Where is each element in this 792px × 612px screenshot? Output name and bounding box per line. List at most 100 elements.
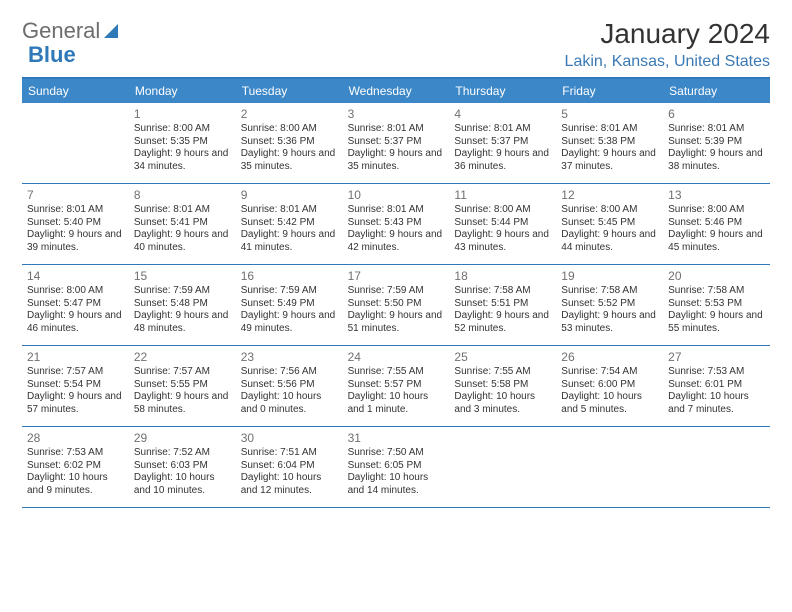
day-cell: 3 Sunrise: 8:01 AMSunset: 5:37 PMDaylight… <box>343 103 450 183</box>
day-cell: 27 Sunrise: 7:53 AMSunset: 6:01 PMDayligh… <box>663 346 770 426</box>
day-number: 30 <box>241 431 338 445</box>
day-info: Sunrise: 8:00 AMSunset: 5:35 PMDaylight:… <box>134 123 231 173</box>
day-cell: 23 Sunrise: 7:56 AMSunset: 5:56 PMDayligh… <box>236 346 343 426</box>
day-cell: 24Sunrise: 7:55 AMSunset: 5:57 PMDayligh… <box>343 346 450 426</box>
day-number: 8 <box>134 188 231 202</box>
day-number: 14 <box>27 269 124 283</box>
day-info: Sunrise: 8:01 AMSunset: 5:41 PMDaylight:… <box>134 204 231 254</box>
day-number: 6 <box>668 107 765 121</box>
dayname-monday: Monday <box>129 79 236 103</box>
day-number: 20 <box>668 269 765 283</box>
dayname-wednesday: Wednesday <box>343 79 450 103</box>
day-number: 24 <box>348 350 445 364</box>
day-info: Sunrise: 7:58 AMSunset: 5:51 PMDaylight:… <box>454 285 551 335</box>
day-number: 13 <box>668 188 765 202</box>
day-info: Sunrise: 7:59 AMSunset: 5:49 PMDaylight:… <box>241 285 338 335</box>
day-cell: 12 Sunrise: 8:00 AMSunset: 5:45 PMDayligh… <box>556 184 663 264</box>
day-info: Sunrise: 7:55 AMSunset: 5:58 PMDaylight:… <box>454 366 551 416</box>
day-number: 19 <box>561 269 658 283</box>
day-cell: 11Sunrise: 8:00 AMSunset: 5:44 PMDayligh… <box>449 184 556 264</box>
day-number: 31 <box>348 431 445 445</box>
day-cell <box>556 427 663 507</box>
month-title: January 2024 <box>565 18 770 50</box>
day-info: Sunrise: 7:53 AMSunset: 6:02 PMDaylight:… <box>27 447 124 497</box>
day-number: 17 <box>348 269 445 283</box>
day-cell: 9 Sunrise: 8:01 AMSunset: 5:42 PMDaylight… <box>236 184 343 264</box>
brand-triangle-icon <box>104 24 118 38</box>
dayname-thursday: Thursday <box>449 79 556 103</box>
day-info: Sunrise: 8:01 AMSunset: 5:40 PMDaylight:… <box>27 204 124 254</box>
day-number: 12 <box>561 188 658 202</box>
day-cell: 28Sunrise: 7:53 AMSunset: 6:02 PMDayligh… <box>22 427 129 507</box>
day-info: Sunrise: 8:01 AMSunset: 5:38 PMDaylight:… <box>561 123 658 173</box>
dayname-tuesday: Tuesday <box>236 79 343 103</box>
day-cell: 10 Sunrise: 8:01 AMSunset: 5:43 PMDayligh… <box>343 184 450 264</box>
day-cell: 16Sunrise: 7:59 AMSunset: 5:49 PMDayligh… <box>236 265 343 345</box>
day-number: 29 <box>134 431 231 445</box>
day-cell: 19 Sunrise: 7:58 AMSunset: 5:52 PMDayligh… <box>556 265 663 345</box>
day-cell: 1 Sunrise: 8:00 AMSunset: 5:35 PMDaylight… <box>129 103 236 183</box>
location-text: Lakin, Kansas, United States <box>565 53 770 71</box>
dayname-saturday: Saturday <box>663 79 770 103</box>
day-info: Sunrise: 7:58 AMSunset: 5:53 PMDaylight:… <box>668 285 765 335</box>
title-block: January 2024 Lakin, Kansas, United State… <box>565 18 770 71</box>
day-info: Sunrise: 7:50 AMSunset: 6:05 PMDaylight:… <box>348 447 445 497</box>
dayname-row: SundayMondayTuesdayWednesdayThursdayFrid… <box>22 79 770 103</box>
day-info: Sunrise: 8:01 AMSunset: 5:37 PMDaylight:… <box>454 123 551 173</box>
day-info: Sunrise: 8:01 AMSunset: 5:43 PMDaylight:… <box>348 204 445 254</box>
week-row: 7Sunrise: 8:01 AMSunset: 5:40 PMDaylight… <box>22 184 770 265</box>
dayname-sunday: Sunday <box>22 79 129 103</box>
day-cell: 20 Sunrise: 7:58 AMSunset: 5:53 PMDayligh… <box>663 265 770 345</box>
day-cell: 8 Sunrise: 8:01 AMSunset: 5:41 PMDaylight… <box>129 184 236 264</box>
day-info: Sunrise: 7:59 AMSunset: 5:50 PMDaylight:… <box>348 285 445 335</box>
day-number: 3 <box>348 107 445 121</box>
day-cell: 14Sunrise: 8:00 AMSunset: 5:47 PMDayligh… <box>22 265 129 345</box>
day-info: Sunrise: 8:01 AMSunset: 5:37 PMDaylight:… <box>348 123 445 173</box>
day-cell: 31 Sunrise: 7:50 AMSunset: 6:05 PMDayligh… <box>343 427 450 507</box>
week-row: 28Sunrise: 7:53 AMSunset: 6:02 PMDayligh… <box>22 427 770 508</box>
day-number: 25 <box>454 350 551 364</box>
day-cell: 6Sunrise: 8:01 AMSunset: 5:39 PMDaylight… <box>663 103 770 183</box>
day-number: 5 <box>561 107 658 121</box>
day-cell: 21 Sunrise: 7:57 AMSunset: 5:54 PMDayligh… <box>22 346 129 426</box>
week-row: 14Sunrise: 8:00 AMSunset: 5:47 PMDayligh… <box>22 265 770 346</box>
day-cell: 17 Sunrise: 7:59 AMSunset: 5:50 PMDayligh… <box>343 265 450 345</box>
day-cell: 29Sunrise: 7:52 AMSunset: 6:03 PMDayligh… <box>129 427 236 507</box>
day-cell: 30 Sunrise: 7:51 AMSunset: 6:04 PMDayligh… <box>236 427 343 507</box>
day-info: Sunrise: 7:53 AMSunset: 6:01 PMDaylight:… <box>668 366 765 416</box>
day-cell: 13 Sunrise: 8:00 AMSunset: 5:46 PMDayligh… <box>663 184 770 264</box>
day-info: Sunrise: 8:00 AMSunset: 5:44 PMDaylight:… <box>454 204 551 254</box>
day-info: Sunrise: 7:56 AMSunset: 5:56 PMDaylight:… <box>241 366 338 416</box>
day-cell: 4 Sunrise: 8:01 AMSunset: 5:37 PMDaylight… <box>449 103 556 183</box>
day-info: Sunrise: 8:01 AMSunset: 5:42 PMDaylight:… <box>241 204 338 254</box>
day-info: Sunrise: 7:51 AMSunset: 6:04 PMDaylight:… <box>241 447 338 497</box>
day-number: 9 <box>241 188 338 202</box>
day-number: 27 <box>668 350 765 364</box>
day-info: Sunrise: 8:00 AMSunset: 5:36 PMDaylight:… <box>241 123 338 173</box>
week-row: 1 Sunrise: 8:00 AMSunset: 5:35 PMDaylight… <box>22 103 770 184</box>
day-cell: 2 Sunrise: 8:00 AMSunset: 5:36 PMDaylight… <box>236 103 343 183</box>
day-cell: 15Sunrise: 7:59 AMSunset: 5:48 PMDayligh… <box>129 265 236 345</box>
day-number: 18 <box>454 269 551 283</box>
day-cell: 18 Sunrise: 7:58 AMSunset: 5:51 PMDayligh… <box>449 265 556 345</box>
day-info: Sunrise: 8:00 AMSunset: 5:45 PMDaylight:… <box>561 204 658 254</box>
page-header: General January 2024 Lakin, Kansas, Unit… <box>22 18 770 71</box>
day-number: 21 <box>27 350 124 364</box>
day-cell: 5 Sunrise: 8:01 AMSunset: 5:38 PMDaylight… <box>556 103 663 183</box>
day-cell <box>22 103 129 183</box>
day-number: 22 <box>134 350 231 364</box>
day-info: Sunrise: 7:58 AMSunset: 5:52 PMDaylight:… <box>561 285 658 335</box>
day-number: 2 <box>241 107 338 121</box>
day-cell <box>663 427 770 507</box>
day-number: 23 <box>241 350 338 364</box>
dayname-friday: Friday <box>556 79 663 103</box>
day-info: Sunrise: 7:57 AMSunset: 5:54 PMDaylight:… <box>27 366 124 416</box>
day-number: 1 <box>134 107 231 121</box>
day-number: 26 <box>561 350 658 364</box>
day-number: 4 <box>454 107 551 121</box>
day-info: Sunrise: 8:00 AMSunset: 5:46 PMDaylight:… <box>668 204 765 254</box>
day-cell: 7Sunrise: 8:01 AMSunset: 5:40 PMDaylight… <box>22 184 129 264</box>
day-info: Sunrise: 7:57 AMSunset: 5:55 PMDaylight:… <box>134 366 231 416</box>
week-row: 21 Sunrise: 7:57 AMSunset: 5:54 PMDayligh… <box>22 346 770 427</box>
day-number: 10 <box>348 188 445 202</box>
